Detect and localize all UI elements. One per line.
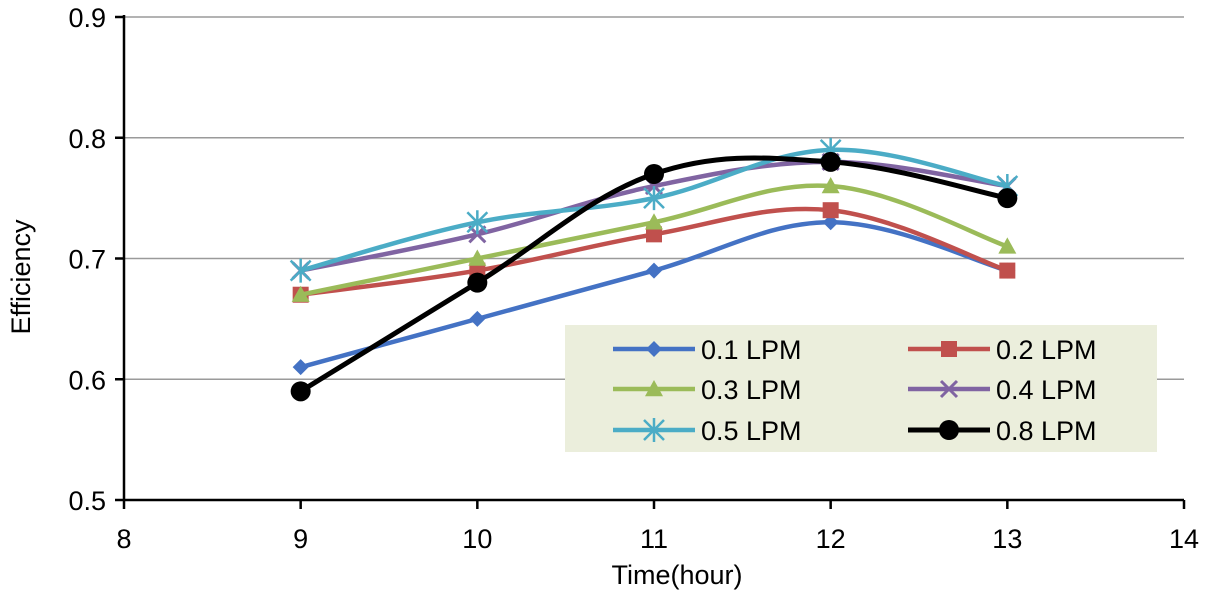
x-tick-label-2: 10 [462, 524, 492, 554]
data-point-4-2 [643, 186, 665, 211]
y-tick-label-0: 0.5 [68, 486, 106, 516]
y-tick-label-1: 0.6 [68, 365, 106, 395]
x-tick-label-4: 12 [816, 524, 846, 554]
y-axis-label: Efficiency [6, 219, 36, 335]
legend-marker-3 [939, 379, 959, 399]
x-tick-label-1: 9 [293, 524, 308, 554]
x-tick-label-0: 8 [116, 524, 131, 554]
x-tick-label-6: 14 [1169, 524, 1199, 554]
data-point-5-2 [644, 163, 664, 184]
legend-marker-0 [646, 341, 662, 357]
legend: 0.1 LPM 0.2 LPM 0.3 LPM 0.4 LPM 0.5 LPM 0.8 L… [565, 325, 1157, 452]
data-point-0-0 [292, 359, 309, 376]
legend-marker-2 [645, 380, 663, 397]
data-point-5-4 [997, 188, 1018, 209]
data-point-1-4 [999, 262, 1016, 279]
data-point-4-1 [466, 210, 489, 235]
data-point-5-1 [467, 272, 488, 293]
legend-marker-4 [643, 418, 665, 442]
series-0-8-lpm [290, 151, 1018, 402]
legend-marker-5 [939, 420, 959, 440]
tick-labels: 0.5 0.6 0.7 0.8 0.9 8 9 10 11 12 13 14 [68, 3, 1199, 554]
y-tick-label-3: 0.8 [68, 124, 106, 154]
legend-label-5: 0.8 LPM [996, 416, 1097, 446]
data-point-2-3 [821, 177, 840, 194]
data-point-2-2 [645, 213, 663, 230]
y-tick-label-2: 0.7 [68, 245, 106, 275]
legend-label-1: 0.2 LPM [996, 335, 1097, 365]
data-point-4-0 [289, 258, 312, 283]
series-0-3-lpm [291, 177, 1017, 302]
series-0-5-lpm [289, 137, 1019, 283]
legend-label-0: 0.1 LPM [701, 335, 802, 365]
x-tick-label-5: 13 [992, 524, 1022, 554]
y-tick-label-4: 0.9 [68, 3, 106, 33]
legend-label-3: 0.4 LPM [996, 375, 1097, 405]
x-axis-label: Time(hour) [611, 560, 742, 590]
legend-label-4: 0.5 LPM [701, 416, 802, 446]
data-point-0-3 [822, 214, 839, 231]
data-point-0-1 [469, 310, 486, 327]
axes [115, 15, 1186, 509]
series-group [289, 137, 1019, 402]
x-tick-label-3: 11 [640, 524, 668, 554]
data-point-1-2 [646, 226, 662, 243]
data-point-2-1 [468, 249, 487, 266]
data-point-5-0 [290, 381, 311, 402]
data-point-2-0 [291, 285, 310, 302]
legend-label-2: 0.3 LPM [701, 375, 802, 405]
data-point-2-4 [998, 237, 1017, 254]
data-point-0-2 [646, 262, 662, 279]
data-point-1-3 [822, 202, 839, 219]
data-point-5-3 [820, 151, 841, 172]
legend-marker-1 [941, 341, 957, 357]
